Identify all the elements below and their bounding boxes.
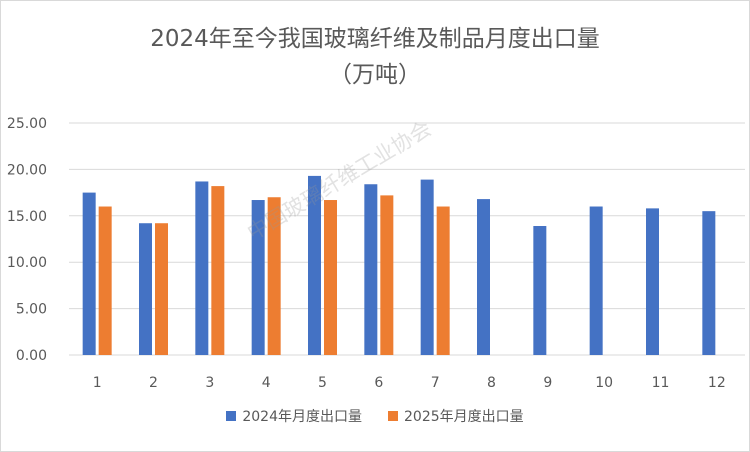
bar-2024-month-10 [589, 206, 603, 355]
gridlines [69, 122, 745, 356]
bar-2025-month-2 [155, 223, 168, 355]
bar-2025-month-3 [211, 186, 225, 355]
x-tick-label: 10 [595, 375, 613, 391]
y-tick-label: 0.00 [16, 348, 47, 364]
bar-2025-month-7 [436, 206, 450, 355]
bar-2024-month-3 [195, 181, 209, 355]
bar-2025-month-6 [380, 195, 394, 355]
bar-2024-month-5 [308, 175, 321, 355]
bars [82, 175, 716, 355]
x-tick-label: 6 [374, 375, 383, 391]
chart-title-unit: （万吨） [329, 62, 421, 88]
y-tick-label: 5.00 [16, 302, 47, 318]
bar-2024-month-11 [646, 208, 659, 355]
x-axis-ticks: 1 2 3 4 5 6 7 8 9 10 11 12 [93, 375, 726, 391]
x-tick-label: 3 [205, 375, 214, 391]
chart-title-main: 2024年至今我国玻璃纤维及制品月度出口量 [150, 26, 600, 52]
y-tick-label: 25.00 [7, 116, 47, 132]
legend-label-2025: 2025年月度出口量 [404, 409, 524, 425]
x-tick-label: 1 [93, 375, 102, 391]
chart-title: 2024年至今我国玻璃纤维及制品月度出口量 （万吨） [1, 21, 749, 93]
legend-swatch-2025 [388, 411, 398, 421]
bar-2024-month-4 [251, 200, 265, 355]
x-tick-label: 11 [652, 375, 670, 391]
y-tick-label: 10.00 [7, 255, 47, 271]
legend-swatch-2024 [226, 411, 237, 421]
bar-2024-month-8 [477, 199, 490, 355]
bar-2024-month-2 [139, 223, 152, 355]
x-tick-label: 8 [487, 375, 496, 391]
legend-item-2025: 2025年月度出口量 [388, 406, 524, 426]
legend: 2024年月度出口量 2025年月度出口量 [1, 406, 749, 426]
y-tick-label: 15.00 [7, 209, 47, 225]
bar-2025-month-1 [98, 206, 112, 355]
x-tick-label: 5 [318, 375, 327, 391]
y-axis-ticks: 0.00 5.00 10.00 15.00 20.00 25.00 [7, 116, 47, 364]
x-tick-label: 7 [431, 375, 440, 391]
legend-item-2024: 2024年月度出口量 [226, 406, 362, 426]
bar-2024-month-6 [364, 184, 378, 355]
x-tick-label: 9 [543, 375, 552, 391]
bar-2024-month-9 [533, 226, 547, 355]
bar-2024-month-12 [702, 211, 716, 355]
legend-label-2024: 2024年月度出口量 [242, 409, 362, 425]
bar-2025-month-4 [267, 197, 281, 355]
bar-2025-month-5 [324, 200, 337, 355]
x-tick-label: 12 [708, 375, 726, 391]
bar-2024-month-7 [420, 179, 434, 355]
bar-2024-month-1 [82, 192, 96, 355]
y-tick-label: 20.00 [7, 162, 47, 178]
x-tick-label: 2 [149, 375, 158, 391]
x-tick-label: 4 [262, 375, 271, 391]
